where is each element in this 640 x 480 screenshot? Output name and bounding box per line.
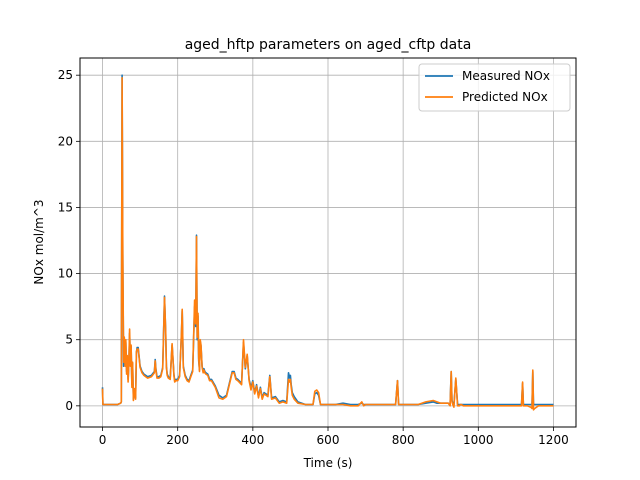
y-tick-label: 0 (65, 399, 73, 413)
legend: Measured NOx Predicted NOx (418, 63, 571, 112)
y-tick-label: 10 (58, 267, 73, 281)
x-tick-label: 600 (317, 433, 340, 447)
y-tick-label: 5 (65, 333, 73, 347)
series-lines (101, 74, 554, 411)
y-axis-label: NOx mol/m^3 (32, 199, 46, 284)
x-tick-label: 200 (166, 433, 189, 447)
x-tick-label: 1000 (463, 433, 494, 447)
x-axis-label: Time (s) (303, 456, 353, 470)
x-tick-label: 400 (241, 433, 264, 447)
y-tick-label: 20 (58, 134, 73, 148)
chart-title: aged_hftp parameters on aged_cftp data (185, 37, 472, 53)
x-tick-label: 0 (99, 433, 107, 447)
legend-label: Predicted NOx (462, 90, 548, 104)
y-tick-label: 25 (58, 68, 73, 82)
x-tick-label: 800 (392, 433, 415, 447)
x-tick-label: 1200 (538, 433, 569, 447)
series-line-2 (101, 77, 554, 411)
y-axis-ticks: 0 5 10 15 20 25 (58, 68, 80, 413)
x-axis-ticks: 0 200 400 600 800 1000 1200 (99, 427, 569, 447)
legend-box (418, 63, 571, 112)
y-tick-label: 15 (58, 200, 73, 214)
legend-label: Measured NOx (462, 69, 550, 83)
